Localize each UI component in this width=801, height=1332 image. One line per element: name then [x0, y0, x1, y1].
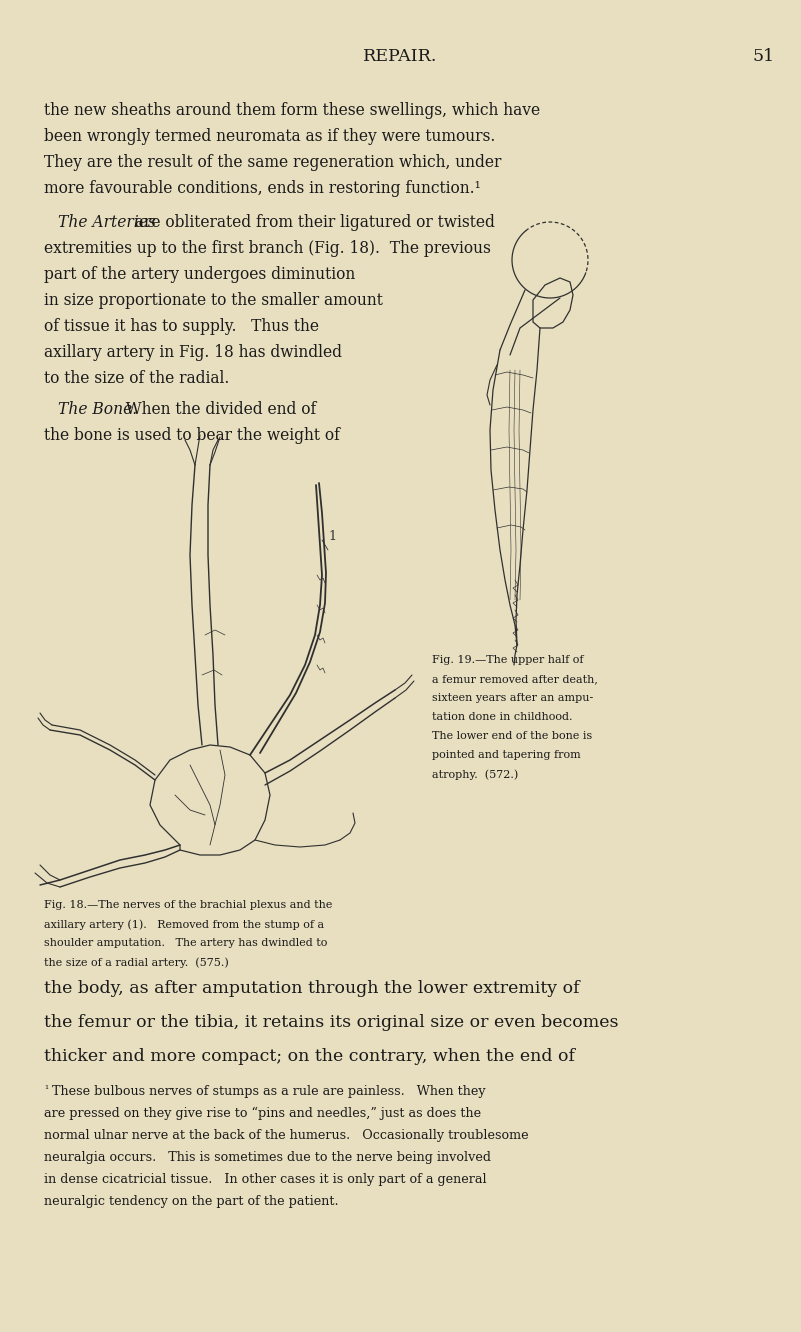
Text: more favourable conditions, ends in restoring function.¹: more favourable conditions, ends in rest…: [44, 180, 481, 197]
Text: to the size of the radial.: to the size of the radial.: [44, 370, 229, 388]
Text: are pressed on they give rise to “pins and needles,” just as does the: are pressed on they give rise to “pins a…: [44, 1107, 481, 1120]
Text: 1: 1: [328, 530, 336, 543]
Text: tation done in childhood.: tation done in childhood.: [432, 713, 573, 722]
Text: in dense cicatricial tissue.   In other cases it is only part of a general: in dense cicatricial tissue. In other ca…: [44, 1173, 487, 1185]
Text: The lower end of the bone is: The lower end of the bone is: [432, 731, 592, 741]
Text: atrophy.  (572.): atrophy. (572.): [432, 769, 518, 779]
Text: part of the artery undergoes diminution: part of the artery undergoes diminution: [44, 266, 356, 282]
Text: axillary artery in Fig. 18 has dwindled: axillary artery in Fig. 18 has dwindled: [44, 344, 342, 361]
Text: The Bone.: The Bone.: [58, 401, 137, 418]
Text: a femur removed after death,: a femur removed after death,: [432, 674, 598, 685]
Text: normal ulnar nerve at the back of the humerus.   Occasionally troublesome: normal ulnar nerve at the back of the hu…: [44, 1130, 529, 1142]
Text: The Arteries: The Arteries: [58, 214, 156, 230]
Text: extremities up to the first branch (Fig. 18).  The previous: extremities up to the first branch (Fig.…: [44, 240, 491, 257]
Text: thicker and more compact; on the contrary, when the end of: thicker and more compact; on the contrar…: [44, 1048, 575, 1066]
Text: are obliterated from their ligatured or twisted: are obliterated from their ligatured or …: [130, 214, 495, 230]
Text: axillary artery (1).   Removed from the stump of a: axillary artery (1). Removed from the st…: [44, 919, 324, 930]
Text: pointed and tapering from: pointed and tapering from: [432, 750, 581, 761]
Text: ¹: ¹: [44, 1086, 48, 1094]
Text: Fig. 18.—The nerves of the brachial plexus and the: Fig. 18.—The nerves of the brachial plex…: [44, 900, 332, 910]
Text: the bone is used to bear the weight of: the bone is used to bear the weight of: [44, 428, 340, 444]
Text: been wrongly termed neuromata as if they were tumours.: been wrongly termed neuromata as if they…: [44, 128, 495, 145]
Text: the size of a radial artery.  (575.): the size of a radial artery. (575.): [44, 956, 229, 967]
Text: When the divided end of: When the divided end of: [116, 401, 316, 418]
Text: sixteen years after an ampu-: sixteen years after an ampu-: [432, 693, 594, 703]
Text: neuralgic tendency on the part of the patient.: neuralgic tendency on the part of the pa…: [44, 1195, 339, 1208]
Text: the femur or the tibia, it retains its original size or even becomes: the femur or the tibia, it retains its o…: [44, 1014, 618, 1031]
Text: in size proportionate to the smaller amount: in size proportionate to the smaller amo…: [44, 292, 383, 309]
Text: They are the result of the same regeneration which, under: They are the result of the same regenera…: [44, 155, 501, 170]
Text: REPAIR.: REPAIR.: [363, 48, 437, 65]
Text: Fig. 19.—The upper half of: Fig. 19.—The upper half of: [432, 655, 583, 665]
Text: neuralgia occurs.   This is sometimes due to the nerve being involved: neuralgia occurs. This is sometimes due …: [44, 1151, 491, 1164]
Text: These bulbous nerves of stumps as a rule are painless.   When they: These bulbous nerves of stumps as a rule…: [52, 1086, 485, 1098]
Text: the body, as after amputation through the lower extremity of: the body, as after amputation through th…: [44, 980, 580, 996]
Text: of tissue it has to supply.   Thus the: of tissue it has to supply. Thus the: [44, 318, 319, 336]
Text: shoulder amputation.   The artery has dwindled to: shoulder amputation. The artery has dwin…: [44, 938, 328, 948]
Text: 51: 51: [752, 48, 774, 65]
Text: the new sheaths around them form these swellings, which have: the new sheaths around them form these s…: [44, 103, 540, 119]
